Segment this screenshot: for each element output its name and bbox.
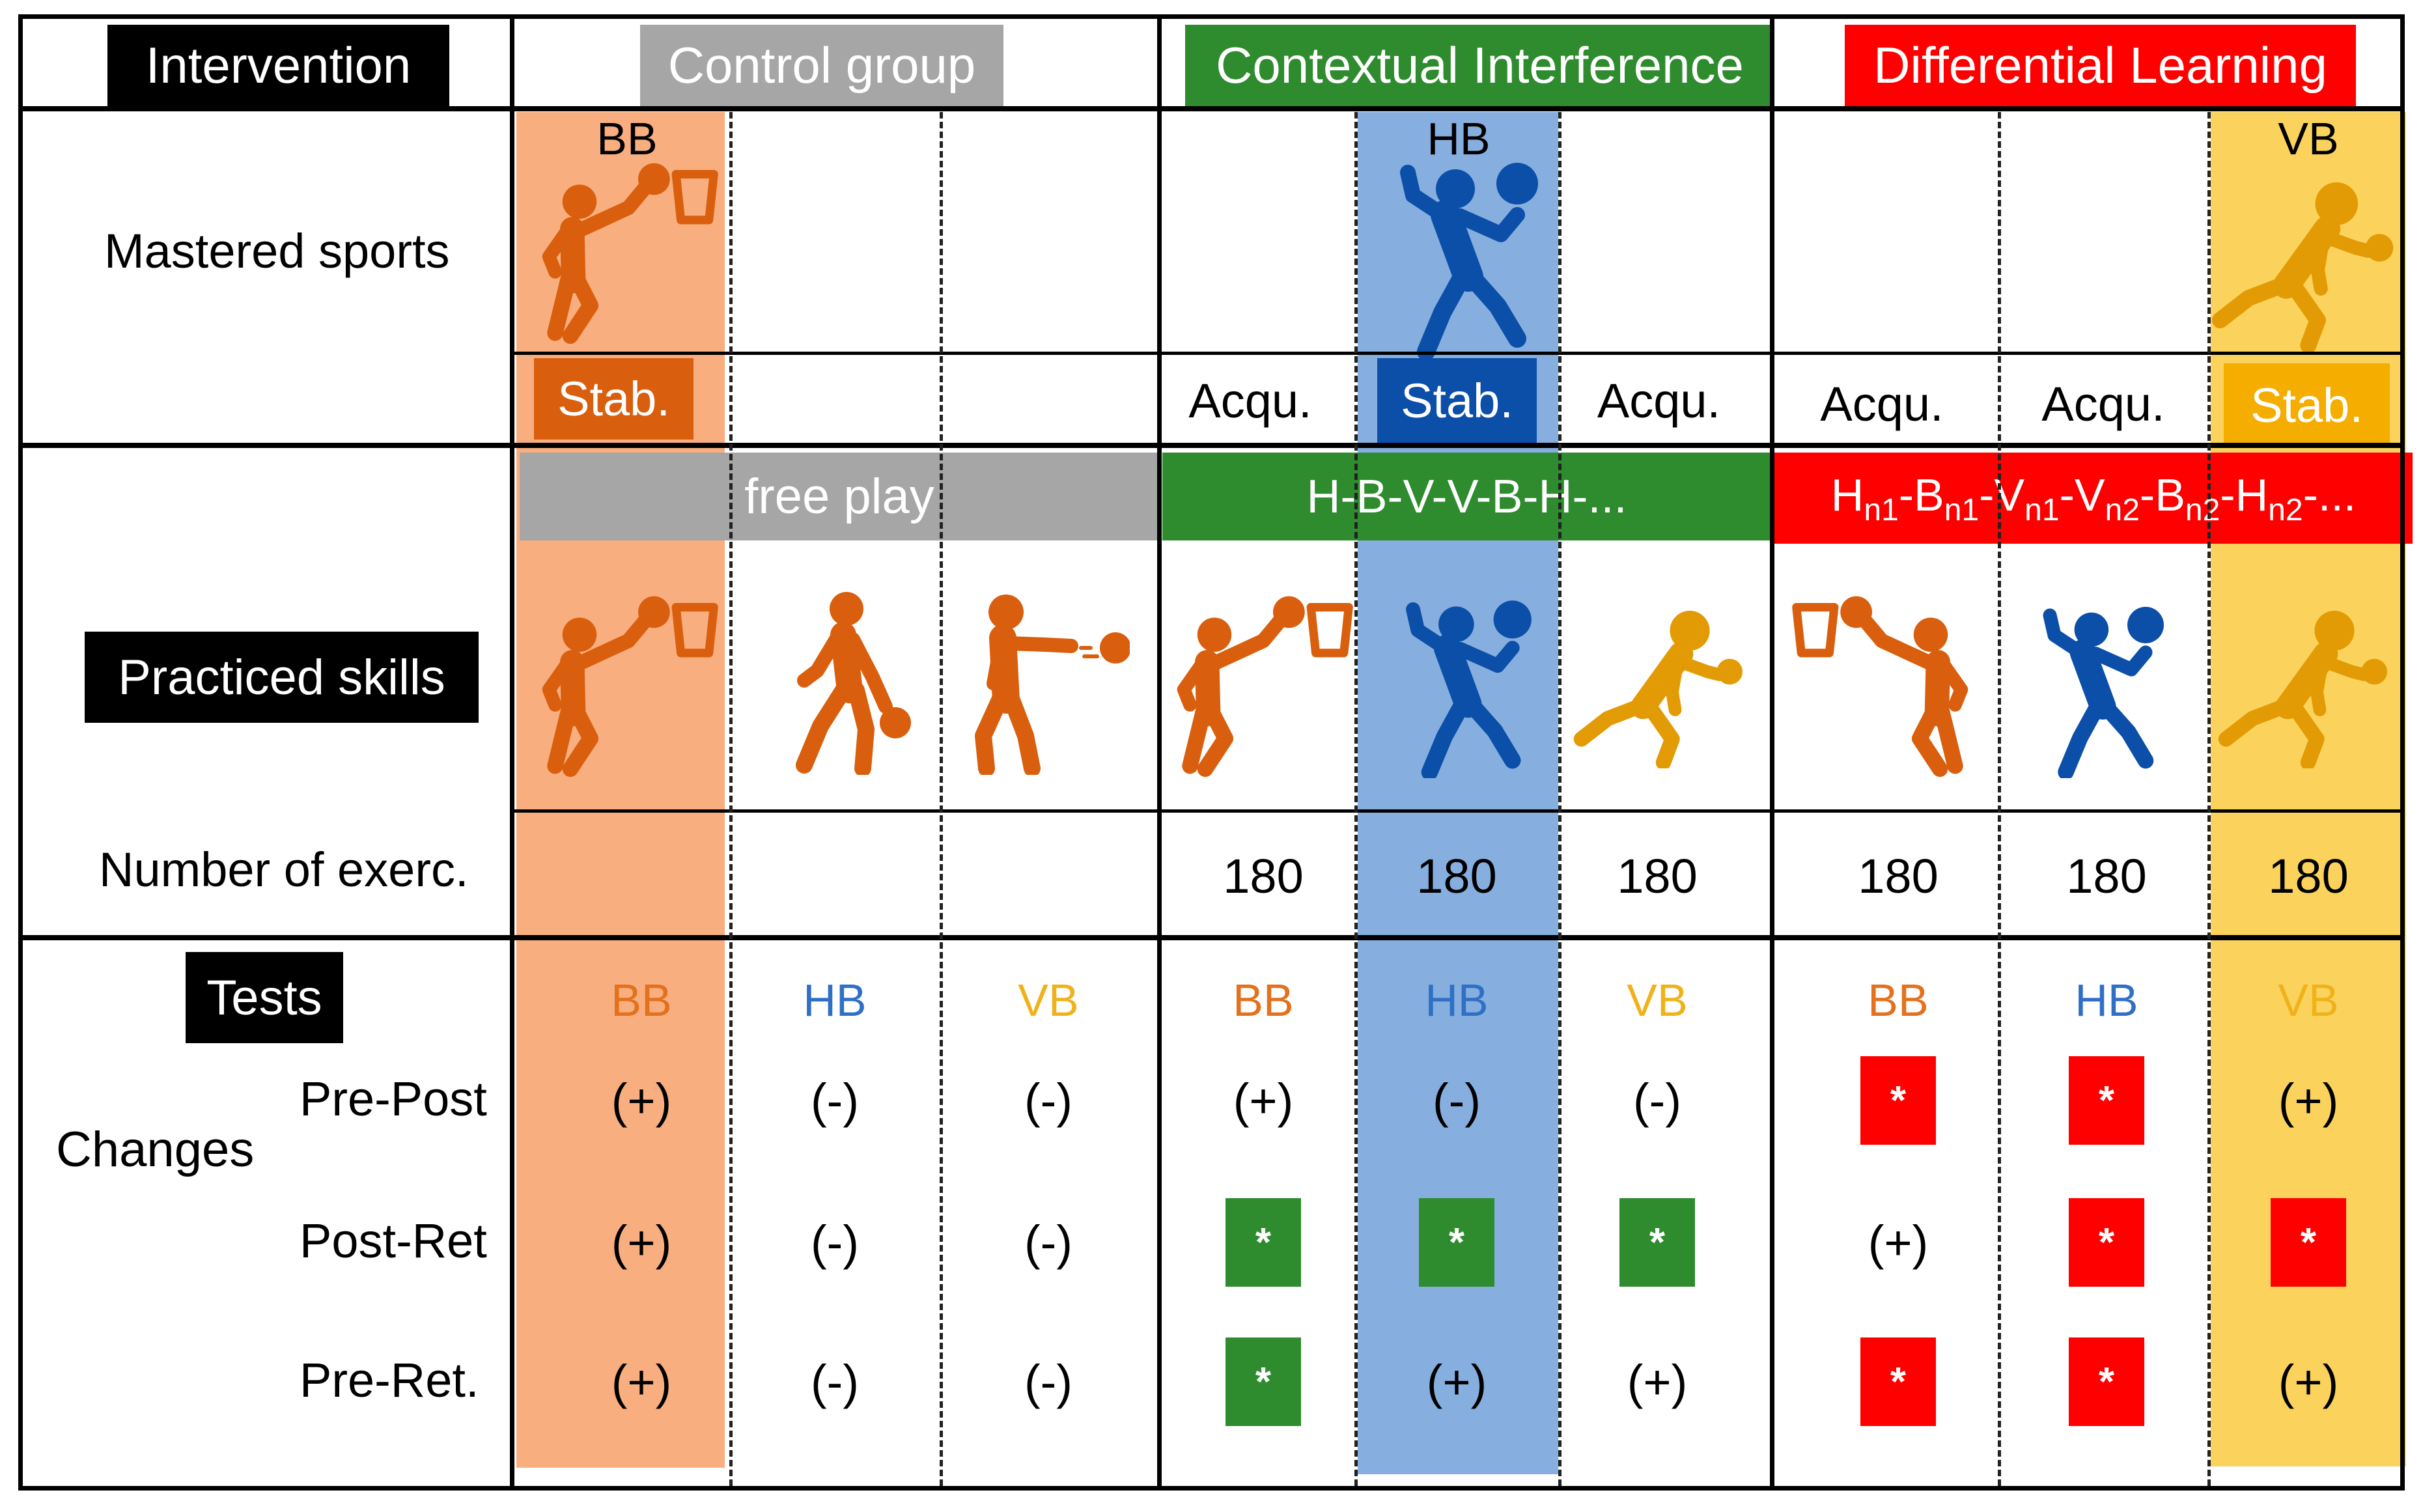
significance-marker: *	[1419, 1198, 1494, 1287]
grid-left	[18, 14, 23, 1491]
dash-sep-6	[2207, 112, 2211, 1486]
change-value: (+)	[2278, 1354, 2339, 1409]
exercise-count-7: 180	[1858, 848, 1939, 903]
change-value: (-)	[811, 1354, 859, 1409]
dash-sep-2	[940, 112, 943, 1486]
practiced-skill-icon-9	[2211, 593, 2400, 768]
change-value: (+)	[1627, 1354, 1688, 1409]
mastered-hb-label: HB	[1427, 113, 1491, 164]
test-header-8: HB	[2075, 975, 2138, 1026]
test-header-3: VB	[1018, 975, 1079, 1026]
mastered-vb-label: VB	[2278, 113, 2339, 164]
practiced-skill-icon-3	[967, 586, 1130, 775]
grid-mastered-bottom	[18, 443, 2405, 448]
grid-bottom	[18, 1486, 2405, 1491]
stage-cell-8: Acqu.	[2041, 376, 2165, 431]
stage-cell-4: Acqu.	[1188, 373, 1312, 428]
change-value: (+)	[1233, 1073, 1294, 1128]
grid-practiced-mid	[514, 809, 2405, 813]
dl-schedule-text: Hn1-Bn1-Vn1-Vn2-Bn2-Hn2-...	[1830, 469, 2357, 527]
dash-sep-1	[729, 112, 733, 1486]
free-play-bar: free play	[520, 453, 1159, 540]
change-value: (-)	[1024, 1354, 1072, 1409]
change-row-label-2: Post-Ret	[300, 1213, 487, 1268]
grid-mastered-mid	[514, 352, 2405, 355]
change-value: (+)	[2278, 1073, 2339, 1128]
dl-schedule-bar: Hn1-Bn1-Vn1-Vn2-Bn2-Hn2-...	[1774, 453, 2413, 544]
test-header-7: BB	[1868, 975, 1929, 1026]
practiced-skill-icon-6	[1573, 593, 1748, 768]
change-value: (-)	[1024, 1215, 1072, 1270]
change-value: (-)	[1433, 1073, 1481, 1128]
control-group-header: Control group	[640, 25, 1003, 106]
number-of-exercises-label: Number of exerc.	[99, 842, 469, 897]
changes-label: Changes	[56, 1121, 255, 1177]
mastered-basketball-icon	[534, 150, 723, 345]
stage-cell-9: Stab.	[2224, 363, 2390, 447]
practiced-skill-icon-1	[534, 583, 723, 778]
exercise-count-5: 180	[1416, 848, 1497, 903]
exercise-count-8: 180	[2066, 848, 2147, 903]
change-value: (-)	[811, 1073, 859, 1128]
grid-practiced-bottom	[18, 935, 2405, 940]
differential-learning-header: Differential Learning	[1845, 25, 2356, 106]
significance-marker: *	[1226, 1337, 1301, 1426]
test-header-9: VB	[2278, 975, 2339, 1026]
practiced-skill-icon-7	[1784, 583, 1980, 778]
change-value: (+)	[611, 1354, 672, 1409]
test-header-2: HB	[803, 975, 867, 1026]
mastered-handball-icon	[1387, 143, 1543, 358]
significance-marker: *	[2069, 1198, 2144, 1287]
dash-sep-3	[1354, 112, 1358, 1486]
stage-cell-1: Stab.	[534, 358, 693, 440]
change-value: (+)	[611, 1215, 672, 1270]
significance-marker: *	[2271, 1198, 2346, 1287]
stage-cell-7: Acqu.	[1820, 376, 1944, 431]
intervention-label: Intervention	[107, 25, 449, 106]
change-value: (+)	[1426, 1354, 1487, 1409]
significance-marker: *	[2069, 1056, 2144, 1145]
test-header-5: HB	[1425, 975, 1489, 1026]
grid-ci-dl-sep	[1770, 14, 1774, 1491]
mastered-sports-label: Mastered sports	[104, 223, 450, 278]
significance-marker: *	[1226, 1198, 1301, 1287]
stage-cell-6: Acqu.	[1597, 373, 1721, 428]
exercise-count-6: 180	[1617, 848, 1698, 903]
grid-label-sep	[510, 14, 514, 1491]
contextual-interference-header: Contextual Interference	[1185, 25, 1774, 106]
practiced-skill-icon-8	[2032, 589, 2168, 778]
tests-label: Tests	[186, 952, 343, 1043]
change-row-label-3: Pre-Ret.	[300, 1352, 479, 1407]
grid-header-bottom	[18, 106, 2405, 111]
test-header-4: BB	[1233, 975, 1294, 1026]
grid-control-ci-sep	[1157, 14, 1162, 1491]
grid-top	[18, 14, 2405, 19]
change-value: (-)	[1024, 1073, 1072, 1128]
dash-sep-4	[1558, 112, 1562, 1486]
dash-sep-5	[1998, 112, 2001, 1486]
grid-right	[2400, 14, 2405, 1491]
test-header-6: VB	[1627, 975, 1688, 1026]
change-value: (-)	[1633, 1073, 1681, 1128]
significance-marker: *	[1860, 1337, 1936, 1426]
change-row-label-1: Pre-Post	[300, 1071, 487, 1126]
practiced-skill-icon-4	[1169, 583, 1358, 778]
practiced-skill-icon-2	[775, 586, 918, 775]
mastered-bb-label: BB	[596, 113, 658, 164]
significance-marker: *	[2069, 1337, 2144, 1426]
exercise-count-9: 180	[2268, 848, 2349, 903]
significance-marker: *	[1860, 1056, 1936, 1145]
exercise-count-4: 180	[1223, 848, 1304, 903]
stage-cell-5: Stab.	[1377, 358, 1537, 443]
change-value: (+)	[1868, 1215, 1929, 1270]
change-value: (+)	[611, 1073, 672, 1128]
change-value: (-)	[811, 1215, 859, 1270]
practiced-skills-label: Practiced skills	[85, 632, 479, 723]
practiced-skill-icon-5	[1394, 583, 1537, 778]
significance-marker: *	[1619, 1198, 1695, 1287]
test-header-1: BB	[611, 975, 672, 1026]
ci-schedule-bar: H-B-V-V-B-H-...	[1162, 453, 1771, 540]
mastered-volleyball-icon	[2207, 163, 2403, 352]
